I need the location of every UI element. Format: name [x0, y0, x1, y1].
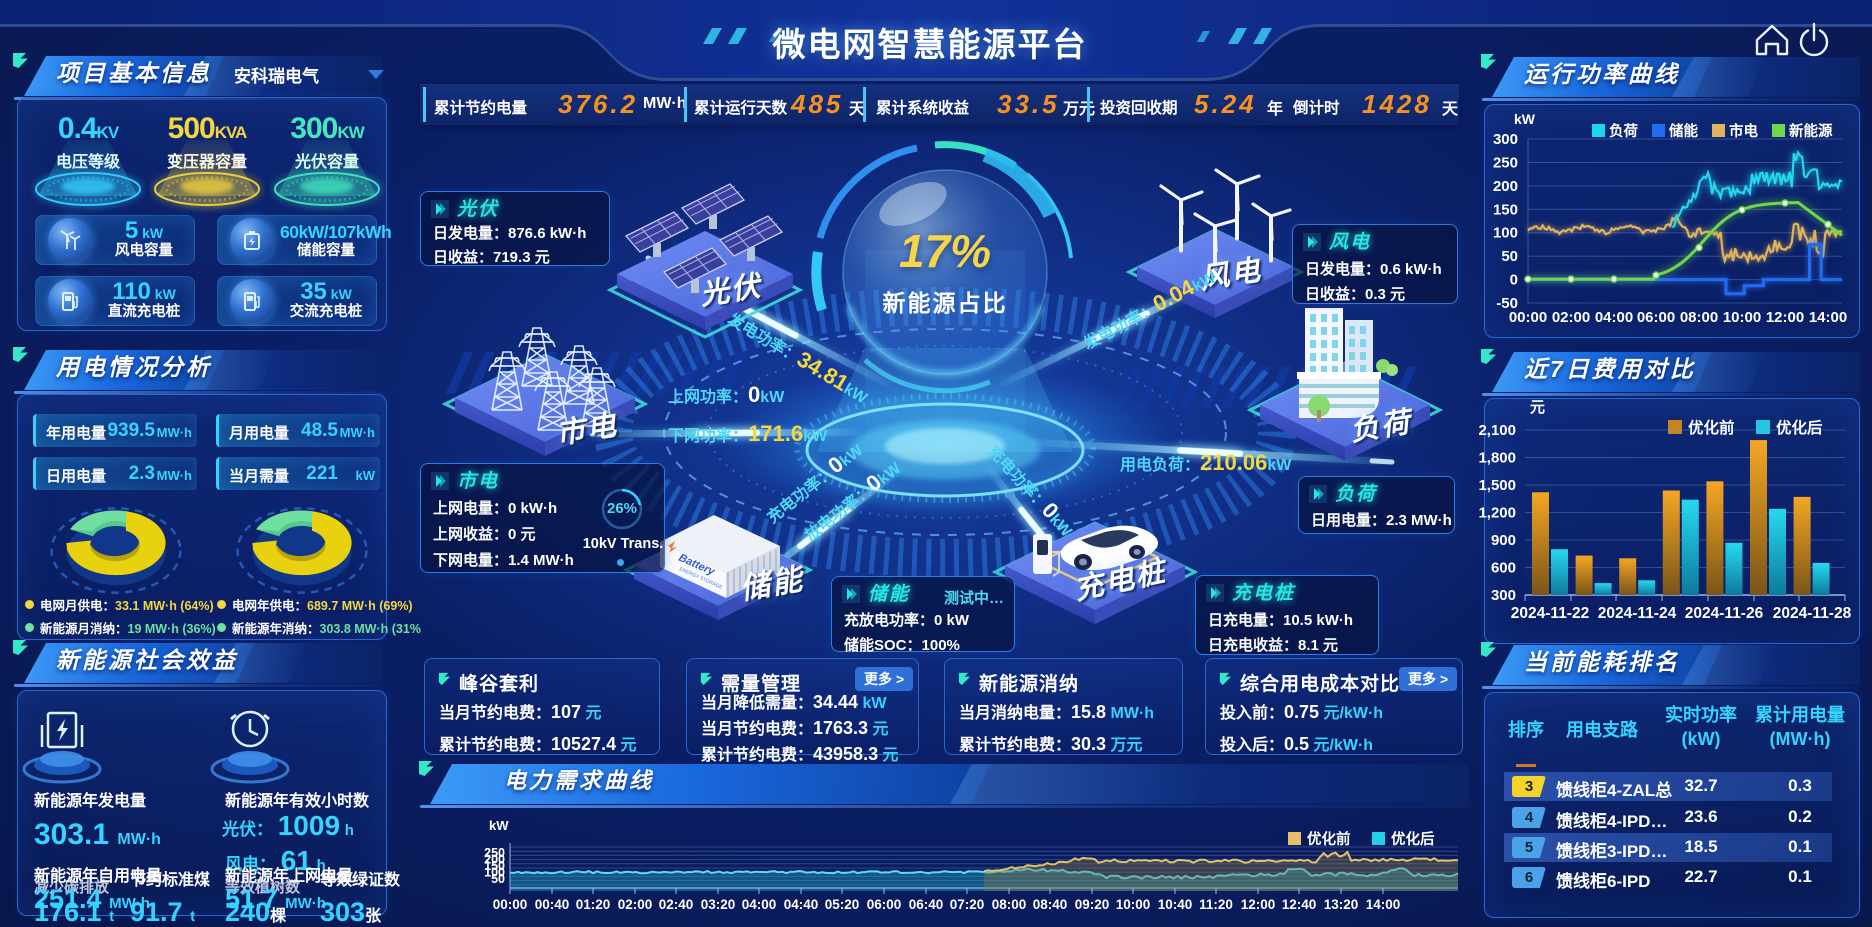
svg-text:150: 150 [1493, 201, 1518, 218]
svg-text:08:40: 08:40 [1033, 897, 1068, 912]
svg-text:06:00: 06:00 [1637, 309, 1675, 326]
svg-text:优化后: 优化后 [1776, 418, 1823, 437]
svg-text:10:00: 10:00 [1723, 309, 1761, 326]
svg-text:100: 100 [484, 866, 505, 880]
svg-text:新能源: 新能源 [1789, 122, 1833, 140]
svg-text:1,200: 1,200 [1478, 505, 1516, 522]
svg-text:元: 元 [1530, 399, 1545, 416]
svg-text:10:00: 10:00 [1116, 897, 1151, 912]
svg-text:01:20: 01:20 [576, 897, 611, 912]
svg-text:100: 100 [1493, 225, 1518, 242]
svg-text:03:20: 03:20 [701, 897, 736, 912]
svg-text:08:00: 08:00 [1680, 309, 1718, 326]
svg-text:02:00: 02:00 [618, 897, 653, 912]
svg-text:200: 200 [1493, 178, 1518, 195]
svg-text:1,800: 1,800 [1478, 450, 1516, 467]
svg-text:600: 600 [1491, 560, 1516, 577]
svg-text:13:20: 13:20 [1324, 897, 1359, 912]
svg-text:1,500: 1,500 [1478, 477, 1516, 494]
svg-text:02:00: 02:00 [1552, 309, 1590, 326]
svg-text:900: 900 [1491, 532, 1516, 549]
svg-text:02:40: 02:40 [659, 897, 694, 912]
svg-text:04:40: 04:40 [784, 897, 819, 912]
svg-text:04:00: 04:00 [1595, 309, 1633, 326]
svg-text:00:00: 00:00 [493, 897, 528, 912]
svg-text:优化前: 优化前 [1688, 418, 1735, 437]
svg-text:04:00: 04:00 [742, 897, 777, 912]
svg-text:储能: 储能 [1669, 122, 1698, 140]
svg-text:10:40: 10:40 [1158, 897, 1193, 912]
svg-text:11:20: 11:20 [1199, 897, 1233, 912]
svg-text:50: 50 [491, 872, 505, 886]
svg-text:14:00: 14:00 [1366, 897, 1401, 912]
svg-text:300: 300 [1493, 131, 1518, 148]
svg-text:2024-11-22: 2024-11-22 [1511, 605, 1589, 622]
svg-text:市电: 市电 [1729, 122, 1758, 140]
svg-text:200: 200 [484, 853, 505, 867]
svg-text:0: 0 [1510, 272, 1518, 289]
svg-text:150: 150 [484, 859, 505, 873]
svg-text:50: 50 [1501, 248, 1518, 265]
svg-text:优化后: 优化后 [1391, 830, 1435, 848]
svg-text:09:20: 09:20 [1075, 897, 1110, 912]
svg-text:-50: -50 [1496, 295, 1518, 312]
svg-text:00:40: 00:40 [535, 897, 570, 912]
svg-text:kW: kW [489, 818, 509, 833]
svg-text:kW: kW [1514, 111, 1536, 127]
svg-text:2024-11-26: 2024-11-26 [1685, 605, 1764, 622]
svg-text:250: 250 [484, 846, 505, 860]
svg-text:2024-11-28: 2024-11-28 [1773, 605, 1852, 622]
svg-text:07:20: 07:20 [950, 897, 985, 912]
svg-text:00:00: 00:00 [1509, 309, 1547, 326]
svg-text:06:00: 06:00 [867, 897, 902, 912]
svg-text:2024-11-24: 2024-11-24 [1598, 605, 1677, 622]
svg-text:05:20: 05:20 [825, 897, 860, 912]
svg-text:优化前: 优化前 [1307, 830, 1351, 848]
svg-text:负荷: 负荷 [1609, 122, 1638, 140]
svg-text:12:00: 12:00 [1241, 897, 1276, 912]
svg-text:12:00: 12:00 [1766, 309, 1804, 326]
svg-text:12:40: 12:40 [1282, 897, 1317, 912]
svg-text:300: 300 [1491, 587, 1516, 604]
svg-text:08:00: 08:00 [992, 897, 1027, 912]
svg-text:2,100: 2,100 [1478, 422, 1516, 439]
svg-text:250: 250 [1493, 155, 1518, 172]
svg-text:06:40: 06:40 [909, 897, 944, 912]
svg-text:14:00: 14:00 [1809, 309, 1847, 326]
